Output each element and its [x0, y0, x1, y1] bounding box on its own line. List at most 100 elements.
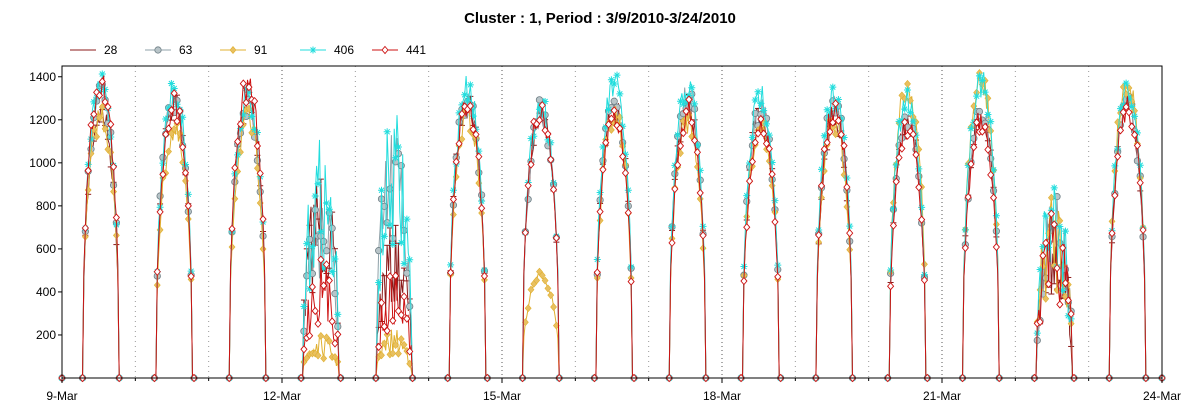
data-point	[165, 147, 172, 156]
data-point	[228, 243, 236, 252]
data-point	[314, 180, 322, 188]
data-point	[101, 124, 109, 133]
data-point	[1122, 79, 1130, 87]
data-point	[898, 117, 906, 125]
data-point	[109, 162, 118, 171]
data-point	[892, 177, 900, 186]
data-point	[303, 240, 311, 248]
data-point	[181, 160, 189, 168]
data-point	[256, 188, 264, 196]
data-point	[829, 118, 837, 127]
data-point	[322, 260, 331, 269]
data-point	[984, 145, 992, 154]
data-point	[1116, 105, 1124, 113]
data-point	[535, 116, 544, 125]
data-point	[679, 100, 687, 108]
data-point	[1131, 112, 1139, 120]
data-point	[1042, 212, 1050, 220]
data-point	[1067, 309, 1075, 319]
data-point	[1133, 129, 1141, 137]
data-point	[527, 135, 535, 143]
data-point	[887, 266, 895, 274]
data-point	[320, 264, 328, 272]
data-point	[406, 347, 414, 356]
data-point	[610, 106, 618, 115]
data-point	[170, 89, 178, 98]
data-point	[826, 111, 834, 119]
data-point	[524, 195, 532, 203]
x-tick-label: 12-Mar	[263, 389, 301, 403]
data-point	[763, 120, 771, 128]
data-point	[165, 104, 173, 112]
data-point	[1136, 161, 1144, 169]
data-point	[328, 267, 336, 275]
data-point	[239, 111, 247, 119]
data-point	[389, 316, 397, 325]
data-point	[538, 101, 546, 110]
data-point	[668, 223, 676, 231]
data-point	[231, 163, 239, 173]
data-point	[447, 268, 455, 277]
data-point	[992, 242, 1000, 252]
data-point	[1059, 243, 1067, 253]
data-point	[676, 141, 685, 151]
data-point	[334, 357, 342, 366]
data-point	[593, 268, 601, 277]
data-point	[112, 213, 120, 222]
data-point	[1036, 266, 1044, 274]
data-point	[98, 70, 106, 78]
data-point	[817, 181, 826, 190]
data-point	[552, 233, 560, 243]
data-point	[1111, 162, 1119, 170]
data-point	[228, 224, 236, 234]
data-point	[245, 82, 253, 92]
data-point	[832, 130, 840, 139]
data-point	[480, 271, 489, 281]
data-point	[599, 165, 607, 174]
y-tick-label: 400	[36, 285, 56, 299]
data-point	[300, 345, 308, 354]
y-tick-label: 1000	[29, 156, 56, 170]
data-point	[458, 135, 466, 144]
data-point	[975, 72, 983, 80]
data-point	[823, 138, 831, 147]
data-point	[765, 144, 773, 153]
data-point	[840, 141, 848, 150]
data-point	[406, 302, 414, 311]
data-point	[1130, 130, 1139, 140]
data-point	[455, 109, 463, 117]
data-point	[107, 120, 115, 129]
data-point	[961, 226, 969, 234]
data-point	[1125, 83, 1133, 92]
data-point	[331, 339, 339, 348]
data-point	[383, 128, 391, 136]
data-point	[538, 271, 546, 280]
data-point	[621, 168, 630, 178]
data-point	[334, 310, 342, 318]
data-point	[229, 46, 237, 54]
data-point	[771, 217, 779, 227]
data-point	[184, 190, 192, 198]
data-point	[378, 186, 386, 194]
plot-frame	[61, 65, 1163, 379]
x-tick-label: 24-Mar	[1143, 389, 1181, 403]
data-point	[400, 260, 408, 268]
data-point	[918, 215, 926, 224]
data-point	[1056, 300, 1064, 309]
data-point	[619, 122, 627, 130]
data-point	[768, 170, 776, 179]
data-point	[887, 282, 895, 291]
data-point	[464, 97, 472, 105]
data-point	[964, 161, 972, 169]
data-point	[184, 215, 192, 224]
data-point	[1119, 101, 1127, 109]
data-point	[250, 96, 259, 106]
data-point	[452, 157, 460, 167]
data-point	[544, 136, 552, 144]
data-point	[765, 131, 773, 139]
data-point	[90, 110, 98, 119]
data-point	[179, 142, 187, 152]
data-point	[909, 117, 917, 125]
data-point	[547, 291, 555, 300]
